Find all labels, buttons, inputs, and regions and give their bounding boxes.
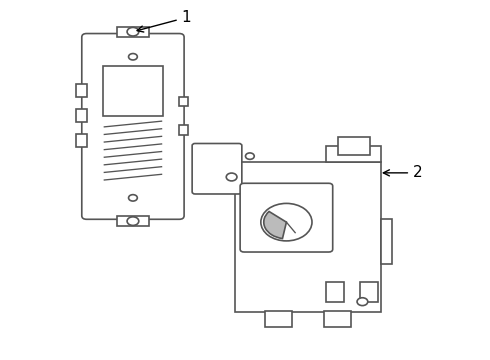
- Bar: [179, 125, 188, 135]
- Circle shape: [226, 173, 237, 181]
- Bar: [103, 66, 163, 116]
- FancyBboxPatch shape: [82, 33, 184, 219]
- Text: 1: 1: [137, 10, 192, 32]
- Circle shape: [245, 153, 254, 159]
- Bar: [179, 97, 188, 106]
- Wedge shape: [264, 211, 287, 239]
- FancyBboxPatch shape: [240, 183, 333, 252]
- Bar: [360, 282, 378, 302]
- Circle shape: [261, 203, 312, 241]
- Bar: [76, 84, 87, 97]
- Bar: [381, 219, 392, 264]
- Circle shape: [127, 217, 139, 225]
- Bar: [338, 137, 370, 155]
- Bar: [266, 311, 292, 327]
- Bar: [76, 134, 87, 147]
- Circle shape: [127, 27, 139, 36]
- Circle shape: [128, 195, 137, 201]
- Bar: [117, 27, 149, 37]
- Bar: [324, 311, 351, 327]
- Circle shape: [128, 54, 137, 60]
- Bar: [235, 162, 381, 312]
- Text: 2: 2: [383, 165, 423, 180]
- FancyBboxPatch shape: [192, 144, 242, 194]
- Bar: [326, 282, 344, 302]
- Circle shape: [357, 298, 368, 306]
- Bar: [117, 216, 149, 226]
- Bar: [326, 146, 381, 162]
- Bar: [76, 109, 87, 122]
